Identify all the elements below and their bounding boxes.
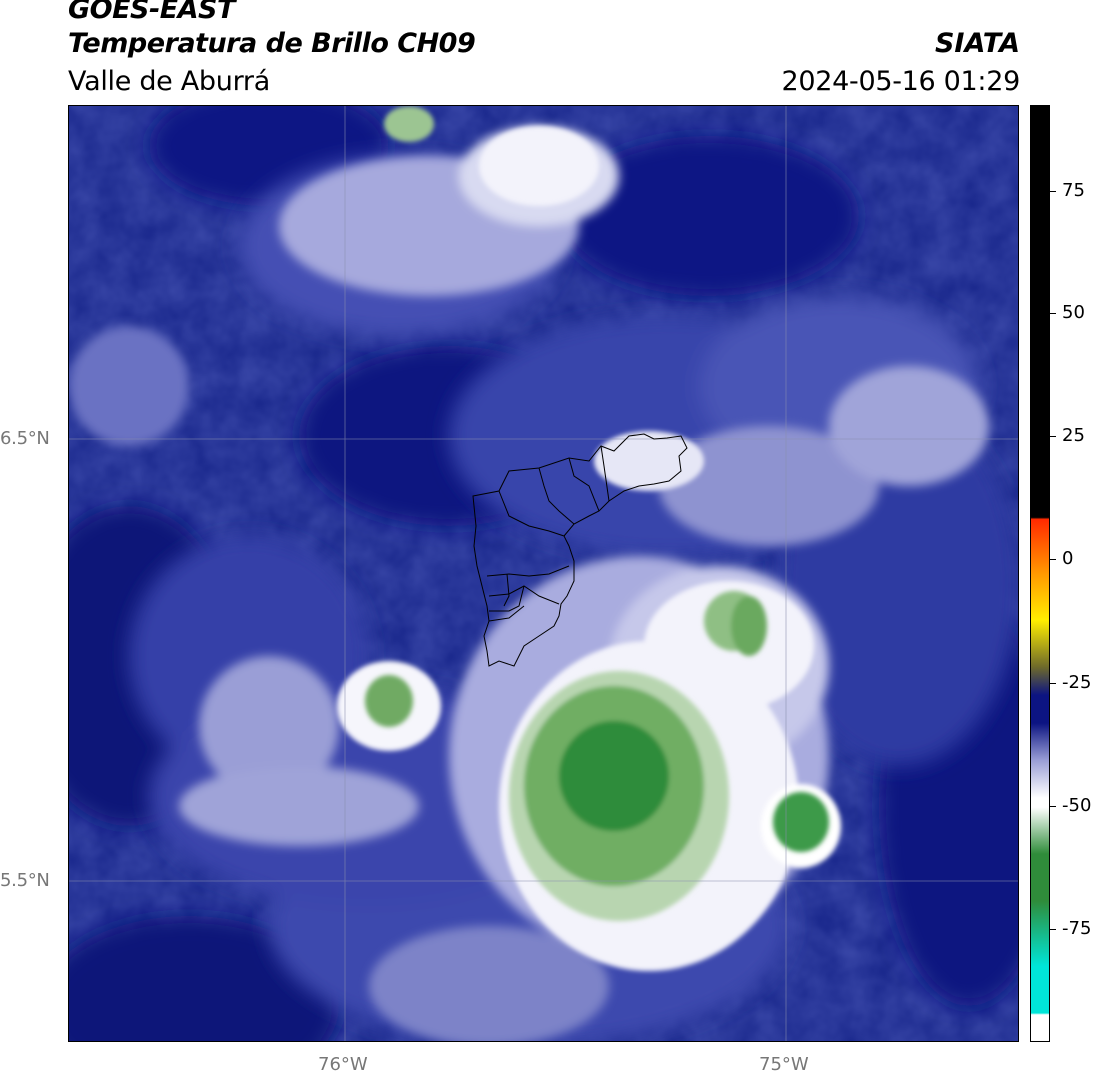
valle-de-aburra-outline <box>472 433 688 667</box>
organization-label: SIATA <box>934 28 1020 59</box>
colorbar-tick <box>1050 436 1056 437</box>
temperature-colorbar <box>1030 105 1050 1042</box>
colorbar-tick <box>1050 683 1056 684</box>
graticule <box>69 106 1018 1041</box>
longitude-label-76W: 76°W <box>318 1054 368 1075</box>
colorbar-label-25: 25 <box>1062 425 1085 446</box>
colorbar-label-minus75: -75 <box>1062 918 1092 939</box>
municipal-division <box>568 457 600 512</box>
latitude-label-6.5N: 6.5°N <box>0 428 50 449</box>
municipal-division <box>538 467 575 525</box>
colorbar-tick <box>1050 313 1056 314</box>
colorbar-label-75: 75 <box>1062 180 1085 201</box>
latitude-label-5.5N: 5.5°N <box>0 870 50 891</box>
municipal-division <box>488 605 525 622</box>
region-subtitle: Valle de Aburrá <box>68 66 270 97</box>
municipal-division <box>489 585 525 612</box>
municipal-division <box>600 445 610 502</box>
timestamp-label: 2024-05-16 01:29 <box>781 66 1020 97</box>
colorbar-tick <box>1050 929 1056 930</box>
colorbar-tick <box>1050 191 1056 192</box>
valley-boundary <box>472 433 688 667</box>
colorbar-label-50: 50 <box>1062 302 1085 323</box>
colorbar-tick <box>1050 806 1056 807</box>
colorbar-label-0: 0 <box>1062 548 1074 569</box>
map-canvas <box>69 106 1018 1041</box>
colorbar-label-minus50: -50 <box>1062 795 1092 816</box>
longitude-label-75W: 75°W <box>759 1054 809 1075</box>
product-title: Temperatura de Brillo CH09 <box>68 28 476 59</box>
municipal-division <box>486 565 570 577</box>
municipal-division <box>498 490 565 537</box>
colorbar-tick <box>1050 559 1056 560</box>
municipal-division <box>503 573 510 607</box>
coldest-cloud-tops <box>365 106 829 921</box>
brightness-temperature-map <box>68 105 1019 1042</box>
colorbar-label-minus25: -25 <box>1062 672 1092 693</box>
satellite-title: GOES-EAST <box>68 0 235 25</box>
